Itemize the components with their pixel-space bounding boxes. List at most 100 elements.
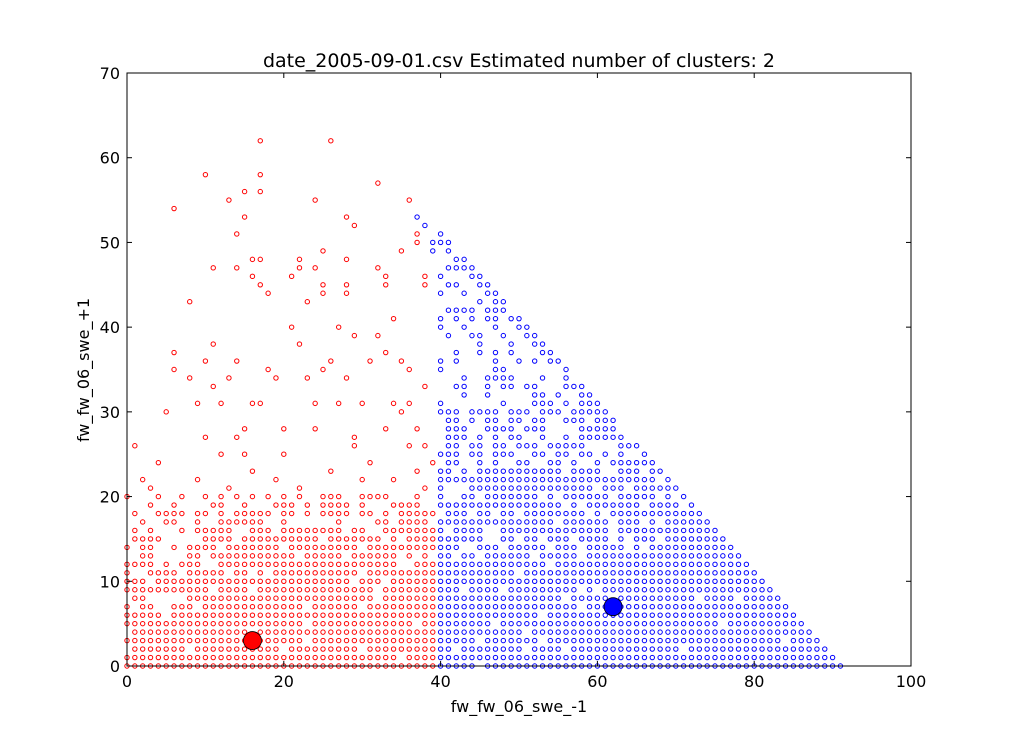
blue-point xyxy=(563,536,569,542)
red-point xyxy=(273,476,279,483)
blue-point xyxy=(775,646,781,652)
red-point xyxy=(288,612,295,618)
x-tick-label: 0 xyxy=(122,672,132,691)
blue-point xyxy=(453,561,459,568)
blue-point xyxy=(524,459,530,466)
red-point xyxy=(202,171,209,178)
red-point xyxy=(139,604,146,610)
blue-point xyxy=(563,443,569,449)
red-point xyxy=(383,620,389,627)
blue-point xyxy=(492,443,499,449)
blue-point xyxy=(610,570,616,576)
red-point xyxy=(304,654,311,661)
red-point xyxy=(390,587,397,593)
blue-point xyxy=(469,417,475,424)
blue-point xyxy=(594,527,601,534)
red-point xyxy=(430,654,436,661)
blue-point xyxy=(579,383,585,390)
blue-point xyxy=(531,595,538,601)
blue-point xyxy=(743,637,750,644)
blue-point xyxy=(453,637,459,644)
blue-point xyxy=(516,409,522,415)
blue-point xyxy=(484,409,491,415)
red-point xyxy=(265,544,271,551)
red-point xyxy=(351,222,358,229)
red-point xyxy=(281,451,287,457)
blue-point xyxy=(437,578,444,584)
red-point xyxy=(210,383,216,390)
blue-point xyxy=(680,570,687,576)
red-point xyxy=(147,637,154,644)
blue-point xyxy=(579,620,585,627)
red-point xyxy=(422,273,428,280)
red-point xyxy=(296,570,303,576)
blue-point xyxy=(696,544,703,551)
red-point xyxy=(335,620,342,627)
blue-point xyxy=(571,527,577,534)
red-point xyxy=(257,595,263,601)
blue-point xyxy=(602,434,608,440)
blue-point xyxy=(712,587,718,593)
blue-point xyxy=(571,409,577,415)
red-point xyxy=(296,493,303,500)
blue-point xyxy=(665,637,671,644)
red-point xyxy=(296,604,303,610)
blue-point xyxy=(445,451,452,457)
blue-point xyxy=(555,468,561,474)
red-point xyxy=(179,604,185,610)
blue-point xyxy=(633,620,640,627)
blue-point xyxy=(775,629,781,635)
red-point xyxy=(359,561,365,568)
blue-point xyxy=(579,570,585,576)
blue-point xyxy=(727,587,734,593)
blue-point xyxy=(547,400,554,407)
blue-point xyxy=(618,561,624,568)
red-point xyxy=(257,620,263,627)
red-point xyxy=(296,341,303,347)
red-point xyxy=(187,587,193,593)
red-point xyxy=(179,629,185,635)
blue-point xyxy=(469,570,475,576)
blue-point xyxy=(445,620,452,627)
red-point xyxy=(147,502,154,508)
blue-point xyxy=(610,459,616,466)
red-point xyxy=(273,646,279,652)
red-point xyxy=(187,544,193,551)
blue-point xyxy=(657,620,663,627)
blue-point xyxy=(696,527,703,534)
blue-point xyxy=(563,476,569,483)
red-point xyxy=(210,553,216,559)
red-point xyxy=(406,570,412,576)
blue-point xyxy=(524,468,530,474)
red-point xyxy=(241,578,248,584)
red-point xyxy=(335,570,342,576)
red-point xyxy=(406,646,412,652)
blue-point xyxy=(461,324,467,330)
blue-point xyxy=(814,637,820,644)
red-point xyxy=(288,620,295,627)
red-point xyxy=(241,426,248,432)
blue-point xyxy=(531,476,538,483)
blue-point xyxy=(751,570,757,576)
blue-point xyxy=(610,637,616,644)
blue-point xyxy=(782,654,789,661)
blue-point xyxy=(602,629,608,635)
blue-point xyxy=(477,282,483,288)
blue-point xyxy=(657,510,663,517)
blue-point xyxy=(445,459,452,466)
blue-point xyxy=(508,426,514,432)
red-point xyxy=(249,544,256,551)
blue-point xyxy=(806,637,812,644)
blue-point xyxy=(626,637,632,644)
blue-point xyxy=(547,409,554,415)
blue-point xyxy=(508,587,514,593)
red-point xyxy=(328,595,334,601)
red-point xyxy=(328,358,334,364)
blue-point xyxy=(469,332,475,339)
red-point xyxy=(288,527,295,534)
red-point xyxy=(430,570,436,576)
red-point xyxy=(265,536,271,542)
blue-point xyxy=(610,620,616,627)
blue-point xyxy=(626,629,632,635)
red-point xyxy=(179,510,185,517)
